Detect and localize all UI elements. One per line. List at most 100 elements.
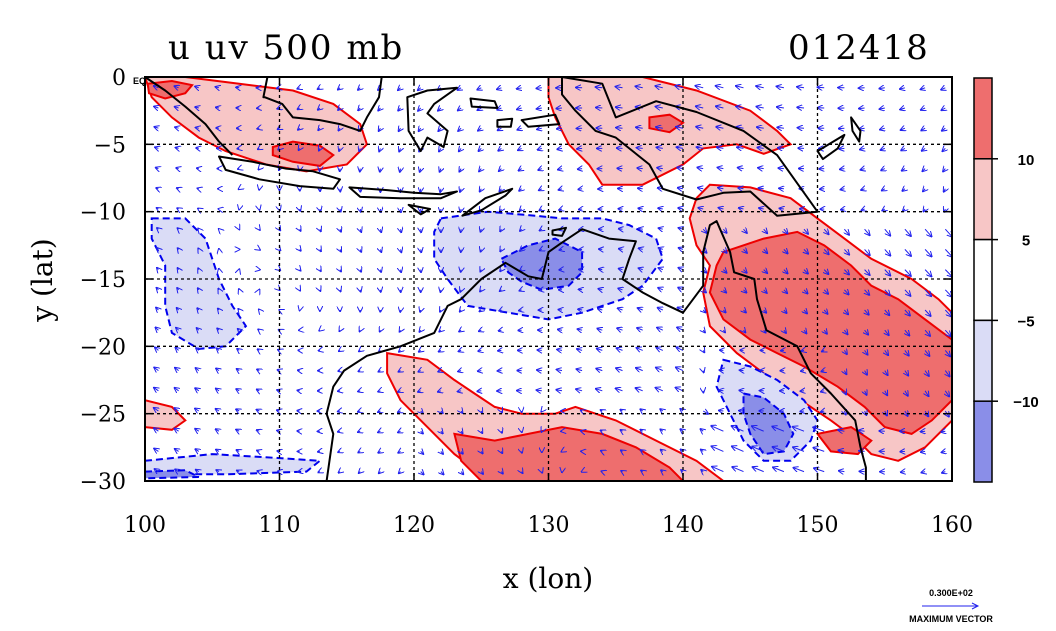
wind-vector-73 [217, 348, 219, 350]
wind-vector-530 [678, 288, 683, 290]
wind-vector-425 [578, 189, 582, 190]
wind-vector-194 [338, 371, 340, 372]
wind-vector-234 [379, 371, 381, 372]
wind-vector-408 [560, 249, 563, 250]
wind-vector-675 [821, 391, 824, 392]
wind-vector-207 [360, 229, 361, 232]
wind-vector-625 [779, 188, 784, 189]
wind-vector-208 [360, 249, 361, 251]
wind-vector-453 [597, 349, 603, 351]
wind-vector-92 [238, 329, 239, 330]
wind-vector-339 [481, 472, 483, 474]
wind-vector-787 [944, 228, 952, 237]
wind-vector-342 [498, 128, 502, 130]
x-tick-label: 100 [124, 513, 166, 538]
wind-vector-271 [420, 310, 421, 312]
wind-vector-641 [797, 107, 805, 108]
colorbar-label: −10 [1013, 394, 1038, 411]
wind-vector-282 [438, 128, 441, 131]
wind-vector-488 [639, 248, 643, 249]
wind-vector-403 [557, 148, 562, 149]
wind-vector-487 [639, 228, 643, 229]
coastline-layer [145, 77, 867, 481]
wind-vector-500 [655, 86, 663, 88]
wind-vector-560 [716, 86, 724, 88]
wind-vector-317 [461, 431, 462, 433]
wind-vector-357 [501, 431, 502, 433]
wind-vector-80 [236, 87, 239, 88]
wind-vector-720 [879, 88, 885, 89]
wind-vector-14 [154, 368, 158, 371]
wind-vector-292 [439, 330, 441, 331]
wind-vector-91 [238, 309, 239, 310]
wind-vector-254 [399, 371, 401, 372]
wind-vector-43 [196, 148, 199, 149]
wind-vector-678 [814, 448, 825, 452]
wind-vector-163 [319, 148, 320, 150]
wind-vector-642 [798, 128, 805, 129]
wind-vector-327 [481, 229, 482, 232]
wind-vector-623 [778, 148, 784, 149]
wind-vector-754 [905, 371, 908, 376]
wind-vector-765 [923, 189, 925, 192]
wind-vector-478 [621, 450, 623, 451]
wind-vector-361 [517, 108, 522, 109]
wind-vector-200 [358, 88, 360, 90]
wind-vector-57 [195, 429, 199, 431]
wind-vector-672 [824, 330, 827, 334]
wind-vector-778 [921, 451, 925, 452]
wind-vector-476 [621, 410, 623, 411]
wind-vector-346 [500, 209, 502, 211]
wind-vector-656 [800, 411, 804, 412]
wind-vector-658 [793, 447, 805, 452]
wind-vector-558 [701, 450, 703, 452]
wind-vector-338 [481, 451, 482, 453]
wind-vector-483 [637, 148, 643, 149]
wind-vector-352 [499, 330, 502, 331]
wind-vector-566 [719, 208, 724, 209]
wind-vector-323 [479, 148, 482, 151]
wind-vector-119 [257, 471, 259, 472]
wind-vector-771 [924, 309, 931, 316]
wind-vector-732 [885, 330, 889, 335]
wind-vector-330 [480, 290, 481, 292]
wind-vector-314 [458, 371, 461, 372]
wind-vector-285 [440, 189, 441, 192]
wind-vector-395 [537, 390, 542, 391]
wind-vector-610 [764, 290, 767, 293]
wind-vector-750 [904, 289, 911, 296]
wind-vector-586 [739, 208, 744, 209]
wind-vector-435 [576, 389, 583, 391]
wind-vector-221 [378, 108, 380, 111]
wind-vector-40 [195, 87, 199, 88]
wind-vector-580 [736, 86, 744, 88]
wind-vector-247 [401, 229, 402, 232]
wind-vector-241 [398, 108, 400, 111]
wind-vector-167 [320, 229, 321, 231]
wind-vector-384 [538, 169, 542, 171]
wind-vector-360 [517, 88, 522, 89]
wind-vector-545 [698, 188, 703, 189]
wind-vector-78 [216, 450, 219, 452]
wind-vector-528 [679, 248, 683, 250]
x-tick-label: 130 [528, 513, 570, 538]
wind-vector-168 [320, 249, 321, 251]
wind-vector-637 [772, 427, 785, 432]
wind-vector-770 [924, 289, 931, 296]
wind-vector-731 [885, 310, 890, 315]
wind-vector-25 [177, 188, 179, 189]
wind-vector-431 [578, 309, 582, 310]
wind-vector-320 [477, 88, 481, 90]
wind-vector-75 [216, 389, 219, 391]
wind-vector-695 [844, 391, 846, 395]
wind-vector-149 [300, 270, 301, 271]
wind-vector-72 [217, 329, 219, 331]
wind-vector-485 [638, 188, 643, 189]
wind-vector-306 [460, 209, 461, 212]
wind-vector-38 [175, 449, 179, 452]
wind-vector-756 [905, 411, 908, 416]
wind-vector-556 [703, 411, 708, 414]
wind-vector-654 [801, 371, 804, 372]
wind-vector-649 [804, 270, 808, 274]
vector-key-label: MAXIMUM VECTOR [909, 614, 993, 624]
